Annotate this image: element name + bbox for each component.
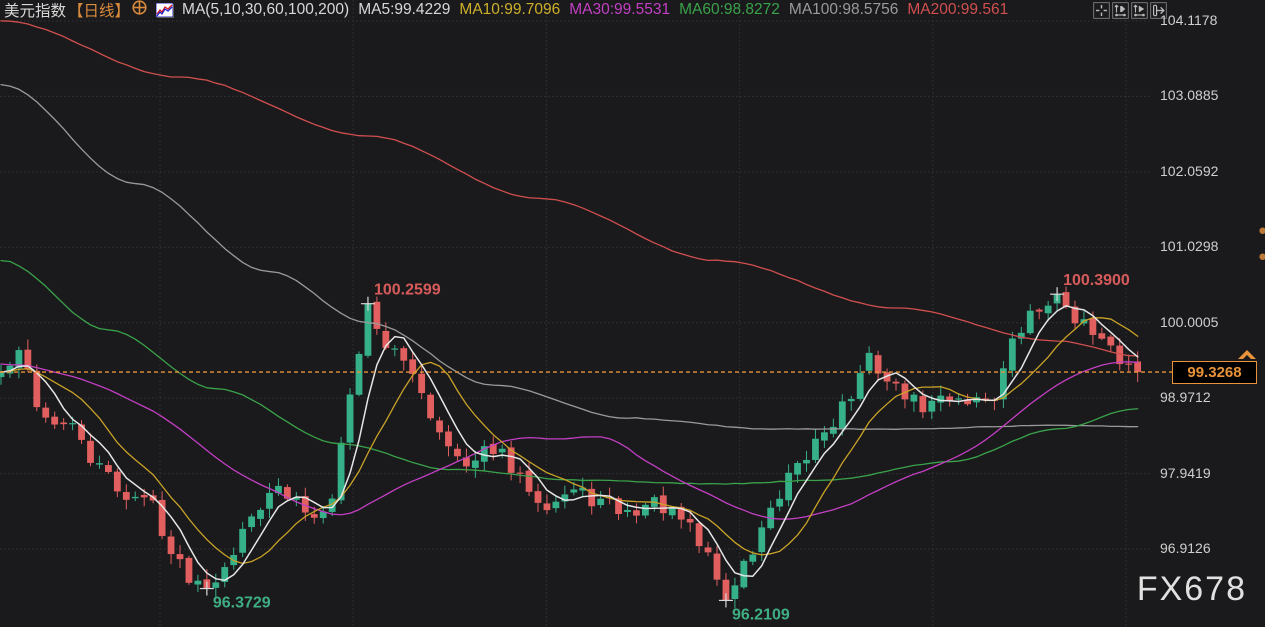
svg-text:100.2599: 100.2599 — [374, 282, 441, 299]
svg-text:96.2109: 96.2109 — [732, 606, 790, 623]
svg-text:100.3900: 100.3900 — [1063, 272, 1130, 289]
svg-text:96.3729: 96.3729 — [213, 595, 271, 612]
